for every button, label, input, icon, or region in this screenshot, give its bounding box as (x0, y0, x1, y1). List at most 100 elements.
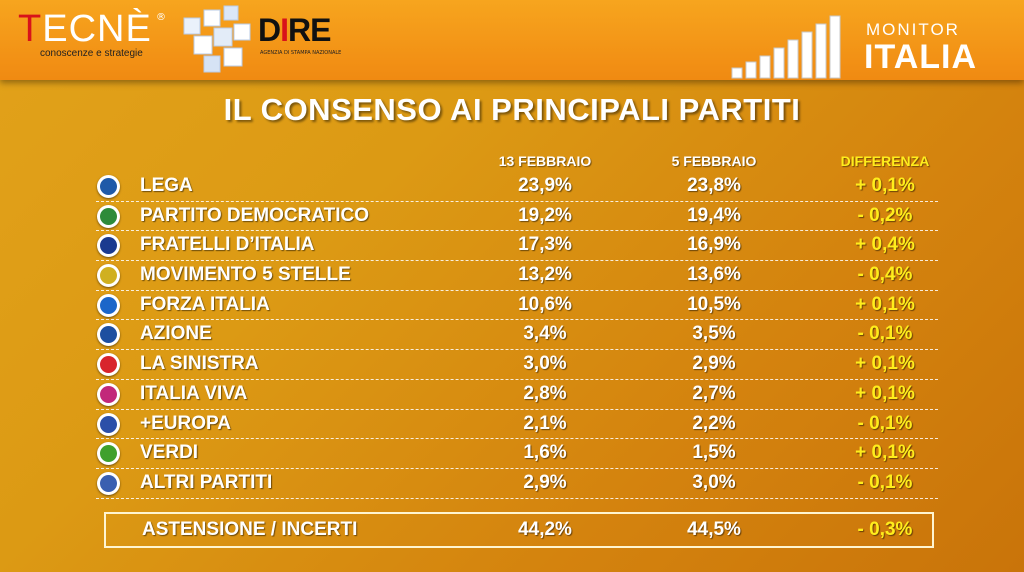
poll-table: LEGA 23,9% 23,8% + 0,1% PARTITO DEMOCRATICO 1… (96, 172, 938, 499)
value-differenza: + 0,4% (855, 234, 915, 256)
tecne-wordmark-rest: ECNÈ (42, 8, 152, 50)
value-13-febbraio: 3,0% (523, 353, 567, 375)
astensione-row: ASTENSIONE / INCERTI 44,2% 44,5% - 0,3% (104, 512, 934, 548)
value-5-febbraio: 2,7% (692, 382, 736, 404)
party-logo-fill (100, 326, 117, 344)
bar-chart-logo-icon (731, 15, 841, 79)
value-5-febbraio: 3,5% (692, 323, 736, 345)
value-13-febbraio: 1,6% (523, 442, 567, 464)
value-differenza: - 0,1% (857, 471, 913, 493)
party-logo-fill (100, 474, 117, 492)
value-differenza: + 0,1% (855, 442, 915, 464)
cubes-logo-icon (183, 5, 251, 73)
table-row: +EUROPA 2,1% 2,2% - 0,1% (96, 410, 938, 440)
table-row: VERDI 1,6% 1,5% + 0,1% (96, 439, 938, 469)
value-5-febbraio: 16,9% (687, 234, 741, 256)
dire-wordmark: DIRE (258, 12, 331, 48)
value-13-febbraio: 13,2% (518, 264, 572, 286)
header-bar: TECNÈ ® conoscenze e strategie DIRE AGEN… (0, 0, 1024, 80)
party-name: ALTRI PARTITI (140, 471, 273, 493)
party-name: MOVIMENTO 5 STELLE (140, 264, 351, 286)
value-differenza: - 0,2% (857, 204, 913, 226)
value-5-febbraio: 2,2% (692, 412, 736, 434)
table-row: ALTRI PARTITI 2,9% 3,0% - 0,1% (96, 469, 938, 499)
pd-logo-icon (97, 204, 120, 228)
value-13-febbraio: 2,1% (523, 412, 567, 434)
astensione-5-febbraio: 44,5% (687, 519, 741, 540)
party-logo-fill (100, 445, 117, 463)
value-5-febbraio: 3,0% (692, 471, 736, 493)
value-13-febbraio: 2,9% (523, 471, 567, 493)
value-13-febbraio: 10,6% (518, 293, 572, 315)
column-header-13-febbraio: 13 FEBBRAIO (498, 153, 592, 169)
value-differenza: + 0,1% (855, 353, 915, 375)
table-row: FORZA ITALIA 10,6% 10,5% + 0,1% (96, 291, 938, 321)
party-logo-fill (100, 267, 117, 285)
party-logo-fill (100, 237, 117, 255)
value-differenza: + 0,1% (855, 293, 915, 315)
value-5-febbraio: 23,8% (687, 175, 741, 196)
party-logo-fill (100, 385, 117, 403)
dire-tagline: AGENZIA DI STAMPA NAZIONALE (260, 50, 342, 56)
party-name: FRATELLI D’ITALIA (140, 234, 315, 256)
column-header-5-febbraio: 5 FEBBRAIO (671, 153, 757, 169)
italia-label: ITALIA (864, 38, 978, 76)
piu-europa-logo-icon (97, 412, 120, 436)
party-name: LEGA (140, 175, 193, 196)
page-title: IL CONSENSO AI PRINCIPALI PARTITI (223, 92, 801, 127)
astensione-differenza: - 0,3% (857, 519, 913, 540)
table-row: ITALIA VIVA 2,8% 2,7% + 0,1% (96, 380, 938, 410)
tecne-tagline: conoscenze e strategie (40, 48, 143, 59)
altri-partiti-logo-icon (97, 471, 120, 495)
monitor-label: MONITOR (866, 20, 960, 39)
fdi-logo-icon (97, 234, 120, 258)
tecne-wordmark: TECNÈ (18, 8, 152, 50)
value-differenza: - 0,1% (857, 412, 913, 434)
table-row: LA SINISTRA 3,0% 2,9% + 0,1% (96, 350, 938, 380)
astensione-label: ASTENSIONE / INCERTI (142, 519, 358, 540)
tecne-registered-mark: ® (156, 12, 166, 23)
table-row: FRATELLI D’ITALIA 17,3% 16,9% + 0,4% (96, 231, 938, 262)
table-row: PARTITO DEMOCRATICO 19,2% 19,4% - 0,2% (96, 202, 938, 232)
party-logo-fill (100, 415, 117, 433)
value-differenza: + 0,1% (855, 382, 915, 404)
party-name: VERDI (140, 442, 199, 464)
party-logo-fill (100, 178, 117, 195)
table-row: MOVIMENTO 5 STELLE 13,2% 13,6% - 0,4% (96, 261, 938, 291)
la-sinistra-logo-icon (97, 353, 120, 377)
dire-logo: DIRE AGENZIA DI STAMPA NAZIONALE (258, 12, 358, 62)
value-5-febbraio: 1,5% (692, 442, 736, 464)
party-name: FORZA ITALIA (140, 293, 270, 315)
party-name: +EUROPA (140, 412, 231, 434)
party-logo-fill (100, 207, 117, 225)
table-row: AZIONE 3,4% 3,5% - 0,1% (96, 320, 938, 351)
party-name: LA SINISTRA (140, 353, 259, 375)
value-5-febbraio: 2,9% (692, 353, 736, 375)
tecne-logo: TECNÈ ® conoscenze e strategie (18, 8, 180, 62)
value-13-febbraio: 19,2% (518, 204, 572, 226)
value-5-febbraio: 13,6% (687, 264, 741, 286)
italia-viva-logo-icon (97, 382, 120, 406)
party-name: PARTITO DEMOCRATICO (140, 204, 370, 226)
m5s-logo-icon (97, 264, 120, 288)
value-13-febbraio: 17,3% (518, 234, 572, 256)
party-logo-fill (100, 356, 117, 374)
column-header-differenza: DIFFERENZA (840, 153, 930, 169)
table-row: LEGA 23,9% 23,8% + 0,1% (96, 172, 938, 202)
value-5-febbraio: 19,4% (687, 204, 741, 226)
party-logo-fill (100, 296, 117, 314)
party-name: ITALIA VIVA (140, 382, 248, 404)
monitor-italia-logo: MONITOR ITALIA (730, 14, 1020, 80)
value-differenza: + 0,1% (855, 175, 915, 196)
value-differenza: - 0,1% (857, 323, 913, 345)
astensione-13-febbraio: 44,2% (518, 519, 572, 540)
value-differenza: - 0,4% (857, 264, 913, 286)
azione-logo-icon (97, 323, 120, 347)
value-13-febbraio: 3,4% (523, 323, 567, 345)
party-name: AZIONE (140, 323, 212, 345)
value-5-febbraio: 10,5% (687, 293, 741, 315)
value-13-febbraio: 2,8% (523, 382, 567, 404)
value-13-febbraio: 23,9% (518, 175, 572, 196)
forza-italia-logo-icon (97, 293, 120, 317)
lega-logo-icon (97, 175, 120, 198)
